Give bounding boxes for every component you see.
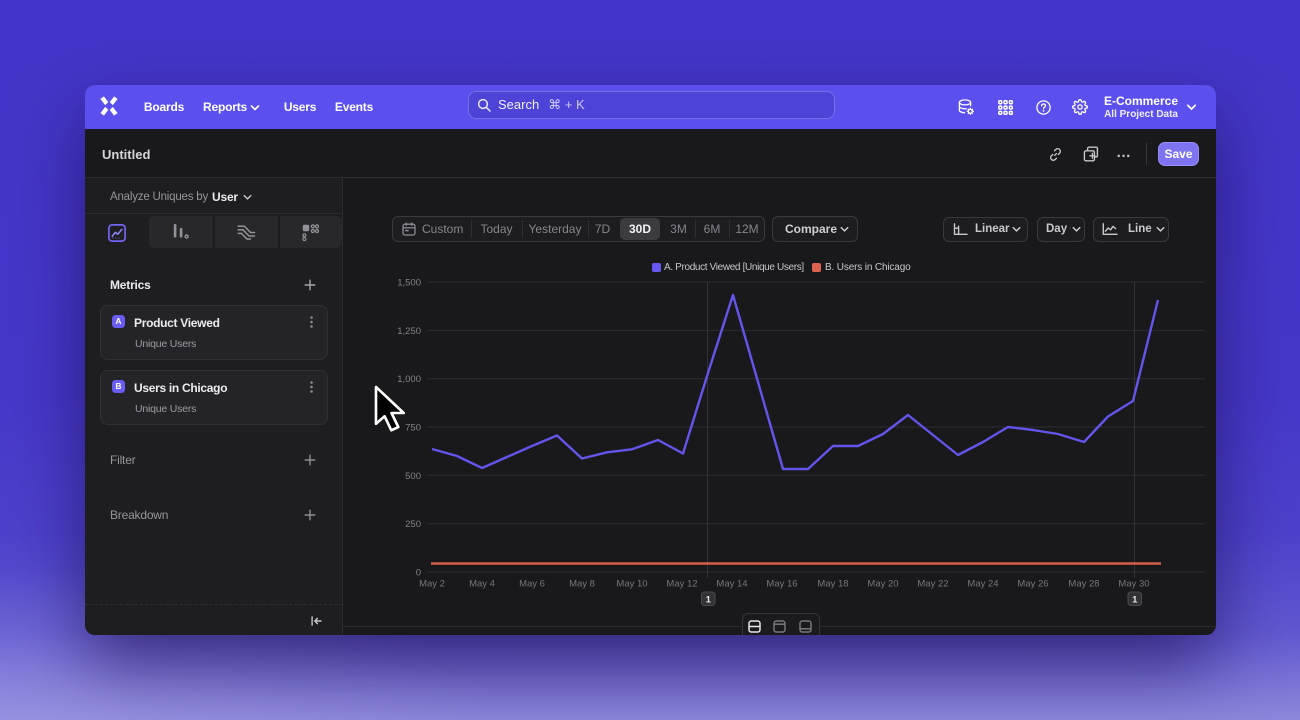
svg-text:500: 500: [405, 471, 421, 482]
svg-text:May 10: May 10: [616, 579, 647, 590]
svg-text:750: 750: [405, 423, 421, 434]
svg-text:1,500: 1,500: [397, 278, 421, 289]
svg-text:May 28: May 28: [1068, 579, 1099, 590]
svg-text:1,250: 1,250: [397, 326, 421, 337]
svg-text:May 22: May 22: [917, 579, 948, 590]
svg-text:May 12: May 12: [666, 579, 697, 590]
svg-text:1: 1: [1132, 594, 1138, 605]
svg-text:May 26: May 26: [1017, 579, 1048, 590]
svg-text:0: 0: [416, 568, 421, 579]
svg-text:May 2: May 2: [419, 579, 445, 590]
svg-text:May 6: May 6: [519, 579, 545, 590]
svg-text:May 18: May 18: [817, 579, 848, 590]
svg-text:May 14: May 14: [716, 579, 747, 590]
svg-text:May 4: May 4: [469, 579, 495, 590]
svg-text:250: 250: [405, 519, 421, 530]
svg-text:1,000: 1,000: [397, 374, 421, 385]
svg-text:1: 1: [706, 594, 712, 605]
svg-text:May 24: May 24: [967, 579, 998, 590]
svg-text:May 8: May 8: [569, 579, 595, 590]
svg-text:May 16: May 16: [766, 579, 797, 590]
svg-text:May 30: May 30: [1118, 579, 1149, 590]
svg-text:May 20: May 20: [867, 579, 898, 590]
